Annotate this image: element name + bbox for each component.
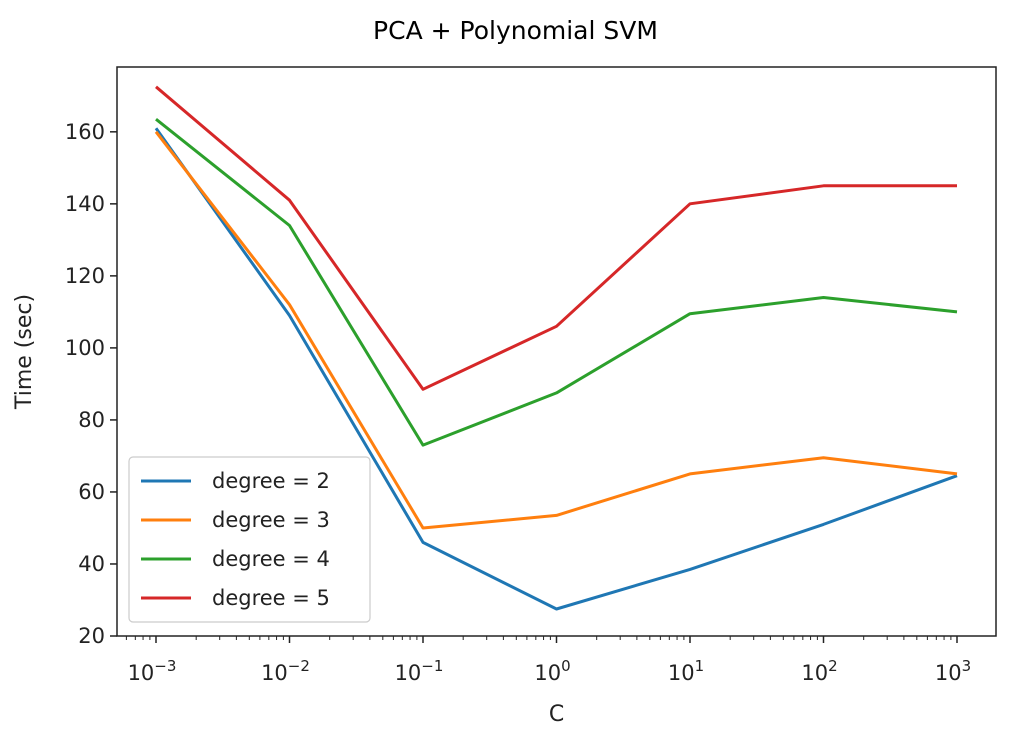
x-tick-label: 100: [534, 657, 570, 685]
legend-box: [128, 456, 371, 623]
legend-label: degree = 2: [212, 469, 330, 493]
y-tick-label: 100: [65, 336, 105, 360]
x-tick-label: 10−3: [128, 657, 177, 685]
x-tick-label: 103: [935, 657, 971, 685]
series-line-degree-2: [154, 127, 958, 611]
axes-layer: 20 40 60 80 100 120 140 160 10−3 10−2 10−1 100 101 10…: [65, 66, 997, 685]
y-tick-label: 120: [65, 264, 105, 288]
x-tick-label: 10−1: [395, 657, 444, 685]
y-tick-label: 140: [65, 192, 105, 216]
y-tick-label: 160: [65, 120, 105, 144]
x-tick-label: 102: [801, 657, 837, 685]
legend-label: degree = 3: [212, 508, 330, 532]
series-line-degree-3: [154, 130, 958, 530]
chart-title: PCA + Polynomial SVM: [373, 16, 658, 45]
y-tick-label: 20: [78, 624, 105, 648]
legend-label: degree = 4: [212, 547, 330, 571]
x-tick-label: 10−2: [261, 657, 310, 685]
y-tick-label: 60: [78, 480, 105, 504]
y-axis-label: Time (sec): [12, 294, 37, 410]
legend-label: degree = 5: [212, 586, 330, 610]
series-line-degree-4: [155, 118, 958, 447]
legend: degree = 2 degree = 3 degree = 4 degree = 5: [128, 456, 371, 623]
series-line-degree-5: [155, 85, 957, 391]
series-layer: [154, 85, 958, 611]
y-tick-label: 80: [78, 408, 105, 432]
x-tick-label: 101: [668, 657, 704, 685]
y-tick-label: 40: [78, 552, 105, 576]
x-axis-label: C: [549, 702, 564, 727]
